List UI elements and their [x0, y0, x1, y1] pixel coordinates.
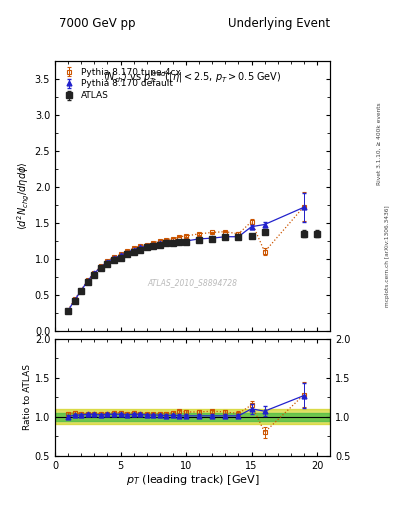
Y-axis label: $\langle d^2 N_{chg}/d\eta d\phi \rangle$: $\langle d^2 N_{chg}/d\eta d\phi \rangle… [16, 162, 32, 230]
Legend: Pythia 8.170 tune-4cx, Pythia 8.170 default, ATLAS: Pythia 8.170 tune-4cx, Pythia 8.170 defa… [59, 66, 183, 102]
Text: 7000 GeV pp: 7000 GeV pp [59, 16, 136, 30]
Y-axis label: Ratio to ATLAS: Ratio to ATLAS [23, 364, 32, 430]
Bar [55, 409, 330, 424]
Text: mcplots.cern.ch [arXiv:1306.3436]: mcplots.cern.ch [arXiv:1306.3436] [385, 205, 389, 307]
Text: $\langle N_{ch}\rangle$ vs $p_T^{lead}$($|\eta| < 2.5$, $p_T > 0.5$ GeV): $\langle N_{ch}\rangle$ vs $p_T^{lead}$(… [103, 70, 282, 87]
Text: Underlying Event: Underlying Event [228, 16, 330, 30]
Text: ATLAS_2010_S8894728: ATLAS_2010_S8894728 [147, 278, 238, 287]
Text: Rivet 3.1.10, ≥ 400k events: Rivet 3.1.10, ≥ 400k events [377, 102, 382, 185]
Bar [55, 413, 330, 420]
X-axis label: $p_T$ (leading track) [GeV]: $p_T$ (leading track) [GeV] [126, 473, 259, 487]
